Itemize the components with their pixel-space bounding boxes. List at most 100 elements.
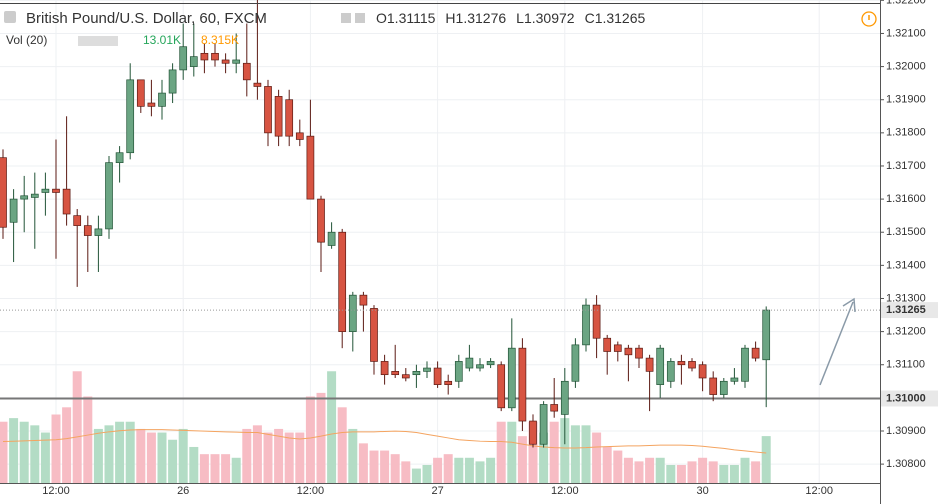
volume-bar [9, 418, 19, 483]
alert-icon[interactable] [861, 11, 877, 27]
candle-body [433, 367, 442, 385]
volume-bar [295, 432, 305, 483]
high-value: 1.31276 [456, 10, 507, 26]
high-label: H [445, 10, 455, 26]
eye-icon[interactable] [341, 13, 351, 23]
y-tick-label: 1.30800 [886, 458, 926, 470]
volume-bar [30, 425, 40, 483]
volume-bar [613, 450, 623, 483]
volume-bar [199, 454, 209, 483]
volume-bar [242, 428, 252, 483]
volume-icons[interactable] [78, 36, 118, 46]
volume-bar [62, 407, 72, 483]
volume-bar [687, 461, 697, 483]
y-tick-label: 1.31900 [886, 94, 926, 106]
candle-body [391, 371, 400, 376]
candle-body [242, 62, 251, 81]
volume-bar [327, 371, 337, 483]
candle-body [147, 102, 156, 107]
volume-bar [570, 425, 580, 483]
y-tick-label: 1.31400 [886, 259, 926, 271]
volume-bar [125, 421, 135, 483]
trend-arrow-head [842, 297, 856, 313]
y-tick-label: 1.31200 [886, 326, 926, 338]
x-tick-label: 12:00 [805, 485, 833, 497]
volume-bar [369, 450, 379, 483]
volume-bar [433, 457, 443, 483]
candle-body [370, 308, 378, 362]
open-value: 1.31115 [387, 10, 436, 26]
y-tick-label: 1.32100 [886, 27, 926, 39]
volume-bar [274, 428, 284, 483]
volume-bar [698, 457, 708, 483]
candle-body [688, 361, 696, 369]
volume-bar [634, 461, 644, 483]
candle-body [52, 188, 60, 193]
candle-body [454, 361, 463, 382]
volume-bar [316, 392, 326, 483]
candle-body [401, 374, 410, 379]
candle-body [285, 99, 294, 137]
volume-bar [475, 461, 485, 483]
candle-body [94, 228, 103, 236]
volume-bar [560, 418, 570, 483]
candle-body [709, 377, 718, 395]
candle-body [751, 347, 760, 359]
volume-bar [751, 461, 761, 483]
open-label: O [376, 10, 387, 26]
candle-body [582, 304, 590, 346]
volume-bar [528, 421, 538, 483]
candle-body [497, 364, 506, 409]
x-tick-label: 12:00 [42, 485, 70, 497]
candle-body [189, 56, 198, 67]
volume-bar [178, 428, 188, 483]
volume-bar [422, 464, 432, 483]
candle-body [83, 225, 92, 236]
candle-body [62, 188, 71, 215]
low-value: 1.30972 [524, 10, 575, 26]
candle-body [730, 377, 739, 382]
volume-bar [740, 457, 750, 483]
volume-bar [676, 464, 686, 483]
volume-bar [93, 428, 103, 483]
collapse-icon[interactable] [4, 11, 16, 23]
candle-body [539, 404, 548, 445]
volume-bar [157, 432, 167, 483]
y-tick-label: 1.32000 [886, 60, 926, 72]
candle-body [41, 188, 50, 193]
candle-body [264, 86, 272, 134]
volume-bar [231, 457, 241, 483]
volume-bar [358, 443, 368, 483]
volume-bar [115, 421, 125, 483]
candle-body [624, 347, 633, 356]
x-tick-label: 30 [696, 485, 708, 497]
x-tick-label: 12:00 [551, 485, 579, 497]
candle-body [677, 361, 686, 366]
hline-label: 1.31000 [886, 392, 926, 404]
volume-bar [104, 425, 114, 483]
candle-body [645, 357, 654, 372]
plot-area [0, 0, 880, 483]
chart-title: British Pound/U.S. Dollar, 60, FXCM [26, 10, 267, 27]
volume-bar [337, 407, 347, 483]
volume-bar [507, 421, 517, 483]
candle-body [741, 347, 749, 382]
volume-bar [517, 436, 527, 483]
candle-body [507, 347, 516, 409]
volume-bar [380, 450, 390, 483]
volume-bar [136, 428, 146, 483]
volume-bar [549, 421, 559, 483]
candle-body [444, 380, 453, 385]
volume-bar [729, 464, 739, 483]
candle-body [211, 52, 219, 61]
candle-body [232, 59, 241, 64]
candle-body [603, 337, 612, 352]
settings-icon[interactable] [355, 13, 365, 23]
candle-body [200, 52, 209, 61]
volume-bar [645, 457, 655, 483]
volume-bar [252, 425, 262, 483]
volume-bar [51, 414, 61, 483]
candle-body [126, 79, 135, 154]
candle-body [327, 231, 336, 246]
